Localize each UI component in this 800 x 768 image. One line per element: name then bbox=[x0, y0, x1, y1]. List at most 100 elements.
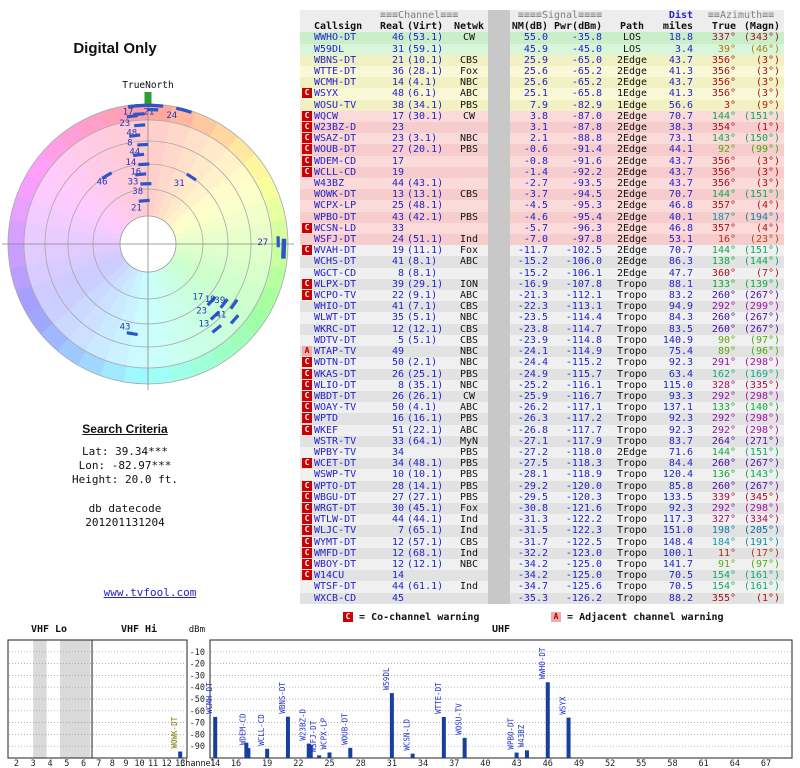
callsign-cell[interactable]: WDEM-CD bbox=[314, 155, 357, 167]
virtual-channel-cell: (12.1) bbox=[407, 558, 444, 570]
callsign-cell[interactable]: WXCB-CD bbox=[314, 592, 357, 604]
callsign-cell[interactable]: WOUB-DT bbox=[314, 144, 357, 156]
callsign-cell[interactable]: WTTE-DT bbox=[314, 66, 357, 78]
callsign-cell[interactable]: WKRC-DT bbox=[314, 323, 357, 335]
channel-tick-label: 12 bbox=[162, 759, 172, 768]
callsign-cell[interactable]: WMFD-DT bbox=[314, 547, 357, 559]
azimuth-magnetic-cell: (4°) bbox=[755, 222, 781, 234]
table-row: C W14CU 14 -34.2 -125.0 Tropo 70.5 154° (161°) bbox=[300, 570, 785, 582]
callsign-cell[interactable]: WCHS-DT bbox=[314, 256, 357, 268]
callsign-cell[interactable]: WSWP-TV bbox=[314, 469, 357, 481]
callsign-cell[interactable]: WPBY-TV bbox=[314, 446, 357, 458]
station-channel-label: 27 bbox=[257, 238, 268, 248]
callsign-cell[interactable]: WSFJ-DT bbox=[314, 234, 357, 246]
callsign-cell[interactable]: WGCT-CD bbox=[314, 267, 357, 279]
network-cell: PBS bbox=[459, 211, 479, 223]
warning-cell: C bbox=[300, 166, 314, 178]
callsign-cell[interactable]: WBOY-DT bbox=[314, 558, 357, 570]
signal-bar-cell bbox=[488, 133, 510, 145]
callsign-cell[interactable]: WTAP-TV bbox=[314, 346, 357, 358]
station-channel-label: 14 bbox=[126, 158, 137, 168]
callsign-cell[interactable]: WBNS-DT bbox=[314, 54, 357, 66]
callsign-cell[interactable]: WHIO-DT bbox=[314, 301, 357, 313]
distance-cell: 100.1 bbox=[662, 547, 694, 559]
callsign-cell[interactable]: WBGU-DT bbox=[314, 491, 357, 503]
network-cell: CW bbox=[462, 390, 476, 402]
warning-cell bbox=[300, 268, 314, 279]
callsign-cell[interactable]: WVAH-DT bbox=[314, 245, 357, 257]
uhf-label: UHF bbox=[492, 624, 510, 635]
callsign-cell[interactable]: WPBO-DT bbox=[314, 211, 357, 223]
co-channel-warning-badge: C bbox=[302, 570, 312, 581]
callsign-cell[interactable]: W59DL bbox=[314, 43, 345, 55]
virtual-channel-cell: (16.1) bbox=[407, 413, 444, 425]
real-channel-cell: 41 bbox=[391, 256, 404, 268]
callsign-cell[interactable]: WSAZ-DT bbox=[314, 133, 357, 145]
callsign-cell[interactable]: W43BZ bbox=[314, 178, 345, 190]
signal-bar-cell bbox=[488, 480, 510, 492]
table-row: WCHS-DT 41 (8.1) ABC -15.2 -106.0 2Edge 86.3 138… bbox=[300, 256, 785, 268]
azimuth-magnetic-cell: (1°) bbox=[755, 592, 781, 604]
tvfool-link[interactable]: www.tvfool.com bbox=[103, 586, 197, 599]
callsign-cell[interactable]: WKEF bbox=[314, 424, 339, 436]
station-channel-label: 23 bbox=[196, 307, 207, 317]
callsign-cell[interactable]: WCMH-DT bbox=[314, 77, 357, 89]
callsign-cell[interactable]: WPTO-DT bbox=[314, 480, 357, 492]
callsign-cell[interactable]: W23BZ-D bbox=[314, 122, 357, 134]
callsign-cell[interactable]: WLPX-DT bbox=[314, 278, 357, 290]
table-row: C WQCW 17 (30.1) CW 3.8 -87.0 2Edge 70.7 144° (151… bbox=[300, 110, 785, 123]
callsign-cell[interactable]: WCPX-LP bbox=[314, 200, 357, 212]
col-header-true: True bbox=[698, 21, 737, 33]
table-row: C WBGU-DT 27 (27.1) PBS -29.5 -120.3 Tropo 133.5… bbox=[300, 491, 785, 503]
azimuth-true-cell: 11° bbox=[717, 547, 737, 559]
callsign-cell[interactable]: WDTN-DT bbox=[314, 357, 357, 369]
virtual-channel-cell: (25.1) bbox=[407, 368, 444, 380]
co-channel-warning-badge: C bbox=[302, 166, 312, 177]
callsign-cell[interactable]: WBDT-DT bbox=[314, 390, 357, 402]
noise-margin-cell: -31.5 bbox=[517, 525, 548, 537]
callsign-cell[interactable]: WRGT-DT bbox=[314, 502, 357, 514]
callsign-cell[interactable]: WCSN-LD bbox=[314, 222, 357, 234]
virtual-channel-cell: (11.1) bbox=[407, 245, 444, 257]
callsign-cell[interactable]: WQCW bbox=[314, 110, 339, 122]
channel-tick-label: 31 bbox=[387, 759, 397, 768]
signal-bar-cell bbox=[488, 346, 510, 358]
callsign-cell[interactable]: WCET-DT bbox=[314, 458, 357, 470]
callsign-cell[interactable]: WLIO-DT bbox=[314, 379, 357, 391]
power-cell: -125.6 bbox=[565, 581, 603, 593]
path-cell: Tropo bbox=[616, 558, 648, 570]
callsign-cell[interactable]: W14CU bbox=[314, 570, 345, 582]
network-cell: NBC bbox=[459, 133, 479, 145]
callsign-cell[interactable]: WOWK-DT bbox=[314, 189, 357, 201]
signal-table-header: ≡≡≡Channel≡≡≡ ≡≡≡≡Signal≡≡≡≡ Dist ≡≡Azim… bbox=[300, 10, 785, 33]
azimuth-true-cell: 144° bbox=[711, 110, 737, 122]
power-cell: -122.2 bbox=[565, 514, 603, 526]
callsign-cell[interactable]: WSYX bbox=[314, 88, 339, 100]
callsign-cell[interactable]: WTLW-DT bbox=[314, 514, 357, 526]
callsign-cell[interactable]: WTSF-DT bbox=[314, 581, 357, 593]
callsign-cell[interactable]: WYMT-DT bbox=[314, 536, 357, 548]
table-row: C WCPO-TV 22 (9.1) ABC -21.3 -112.1 Tropo 83.2 26… bbox=[300, 290, 785, 302]
callsign-cell[interactable]: WWHO-DT bbox=[314, 32, 357, 44]
co-channel-warning-badge: C bbox=[302, 245, 312, 256]
callsign-cell[interactable]: WOSU-TV bbox=[314, 99, 357, 111]
warning-cell bbox=[300, 312, 314, 323]
callsign-cell[interactable]: WCPO-TV bbox=[314, 290, 357, 302]
azimuth-magnetic-cell: (267°) bbox=[743, 312, 781, 324]
callsign-cell[interactable]: WOAY-TV bbox=[314, 402, 357, 414]
adjacent-channel-warning-badge: A bbox=[302, 346, 312, 357]
callsign-cell[interactable]: WLJC-TV bbox=[314, 525, 357, 537]
co-channel-warning-badge: C bbox=[302, 480, 312, 491]
channel-tick-label: 9 bbox=[123, 759, 128, 768]
compass-rim-wedge bbox=[78, 351, 106, 376]
distance-cell: 43.7 bbox=[668, 178, 694, 190]
virtual-channel-cell: (9.1) bbox=[407, 290, 438, 302]
virtual-channel-cell: (5.1) bbox=[407, 334, 438, 346]
callsign-cell[interactable]: WPTD bbox=[314, 413, 339, 425]
callsign-cell[interactable]: WKAS-DT bbox=[314, 368, 357, 380]
callsign-cell[interactable]: WSTR-TV bbox=[314, 435, 357, 447]
callsign-cell[interactable]: WDTV-DT bbox=[314, 334, 357, 346]
callsign-cell[interactable]: WLWT-DT bbox=[314, 312, 357, 324]
callsign-cell[interactable]: WCLL-CD bbox=[314, 166, 357, 178]
station-tick bbox=[132, 152, 145, 158]
